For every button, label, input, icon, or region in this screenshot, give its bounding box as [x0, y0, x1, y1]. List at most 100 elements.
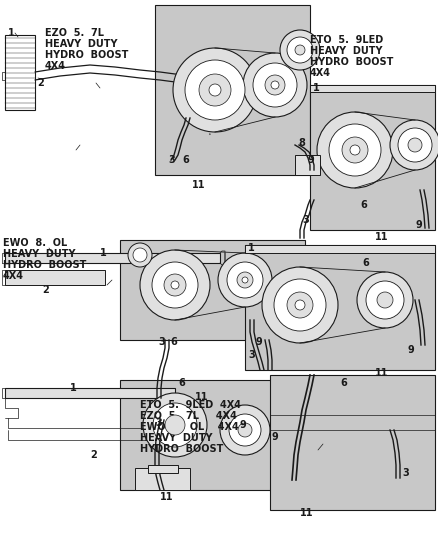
Circle shape — [185, 60, 245, 120]
Text: 1: 1 — [313, 83, 320, 93]
Circle shape — [287, 37, 313, 63]
Text: 3: 3 — [155, 418, 162, 428]
Text: 11: 11 — [192, 180, 205, 190]
Circle shape — [253, 63, 297, 107]
Text: HYDRO  BOOST: HYDRO BOOST — [45, 50, 128, 60]
Text: 9: 9 — [408, 345, 415, 355]
Circle shape — [133, 248, 147, 262]
Text: 9: 9 — [415, 220, 422, 230]
Text: EZO  5.  7L     4X4: EZO 5. 7L 4X4 — [140, 411, 237, 421]
Circle shape — [143, 393, 207, 457]
Circle shape — [237, 272, 253, 288]
Circle shape — [287, 292, 313, 318]
Circle shape — [262, 267, 338, 343]
Text: 3: 3 — [168, 155, 175, 165]
Text: HYDRO  BOOST: HYDRO BOOST — [140, 444, 223, 454]
Text: 8: 8 — [298, 138, 305, 148]
Text: HEAVY  DUTY: HEAVY DUTY — [3, 249, 75, 259]
Text: HYDRO  BOOST: HYDRO BOOST — [3, 260, 86, 270]
Text: 4X4: 4X4 — [45, 61, 66, 71]
Text: 4X4: 4X4 — [3, 271, 24, 281]
Circle shape — [209, 84, 221, 96]
Text: 2: 2 — [37, 78, 44, 88]
Circle shape — [152, 262, 198, 308]
Bar — [120, 240, 305, 340]
Bar — [5, 388, 175, 398]
Bar — [155, 5, 310, 175]
Circle shape — [220, 405, 270, 455]
Circle shape — [280, 30, 320, 70]
Bar — [270, 375, 435, 510]
Circle shape — [171, 281, 179, 289]
Text: ETO  5.  9LED  4X4: ETO 5. 9LED 4X4 — [140, 400, 241, 410]
Text: 1: 1 — [8, 28, 15, 38]
Circle shape — [398, 128, 432, 162]
Text: 3: 3 — [302, 215, 309, 225]
Text: HEAVY  DUTY: HEAVY DUTY — [45, 39, 117, 49]
Circle shape — [274, 279, 326, 331]
Text: 4X4: 4X4 — [310, 68, 331, 78]
Circle shape — [265, 75, 285, 95]
Text: 9: 9 — [272, 432, 279, 442]
Circle shape — [229, 414, 261, 446]
Circle shape — [366, 281, 404, 319]
Text: 3: 3 — [158, 337, 165, 347]
Text: 6: 6 — [360, 200, 367, 210]
Circle shape — [357, 272, 413, 328]
Circle shape — [317, 112, 393, 188]
Bar — [310, 85, 435, 230]
Text: 6: 6 — [170, 337, 177, 347]
Bar — [245, 245, 435, 370]
Text: 11: 11 — [300, 508, 314, 518]
Text: HYDRO  BOOST: HYDRO BOOST — [310, 57, 393, 67]
Circle shape — [271, 81, 279, 89]
Text: 11: 11 — [160, 492, 173, 502]
Text: 9: 9 — [256, 337, 263, 347]
Text: EWO  8.  OL    4X4: EWO 8. OL 4X4 — [140, 422, 239, 432]
Text: 9: 9 — [308, 155, 315, 165]
Text: 2: 2 — [42, 285, 49, 295]
Circle shape — [377, 292, 393, 308]
Circle shape — [329, 124, 381, 176]
Bar — [5, 270, 105, 285]
Text: 2: 2 — [90, 450, 97, 460]
Text: 6: 6 — [182, 155, 189, 165]
Circle shape — [342, 137, 368, 163]
Circle shape — [350, 145, 360, 155]
Text: HEAVY  DUTY: HEAVY DUTY — [310, 46, 382, 56]
Text: 1: 1 — [100, 248, 107, 258]
Circle shape — [408, 138, 422, 152]
Circle shape — [390, 120, 438, 170]
Bar — [148, 465, 178, 473]
Text: 11: 11 — [195, 392, 208, 402]
Text: ETO  5.  9LED: ETO 5. 9LED — [310, 35, 383, 45]
Circle shape — [173, 48, 257, 132]
Text: EZO  5.  7L: EZO 5. 7L — [45, 28, 104, 38]
Text: 3: 3 — [402, 468, 409, 478]
Circle shape — [218, 253, 272, 307]
Text: 9: 9 — [240, 420, 247, 430]
Bar — [5, 253, 220, 263]
Circle shape — [243, 53, 307, 117]
Bar — [245, 245, 435, 253]
Bar — [310, 85, 435, 92]
Text: 1: 1 — [248, 243, 255, 253]
Circle shape — [140, 250, 210, 320]
Circle shape — [238, 423, 252, 437]
Circle shape — [242, 277, 248, 283]
Circle shape — [164, 274, 186, 296]
Text: 1: 1 — [70, 383, 77, 393]
Text: 3: 3 — [248, 350, 255, 360]
Circle shape — [227, 262, 263, 298]
Circle shape — [295, 300, 305, 310]
Bar — [135, 468, 190, 490]
Text: EWO  8.  OL: EWO 8. OL — [3, 238, 67, 248]
Text: 6: 6 — [178, 378, 185, 388]
Text: 6: 6 — [362, 258, 369, 268]
Circle shape — [295, 45, 305, 55]
Text: HEAVY  DUTY: HEAVY DUTY — [140, 433, 212, 443]
Bar — [120, 380, 310, 490]
Circle shape — [128, 243, 152, 267]
Text: 11: 11 — [375, 232, 389, 242]
Bar — [295, 155, 320, 175]
